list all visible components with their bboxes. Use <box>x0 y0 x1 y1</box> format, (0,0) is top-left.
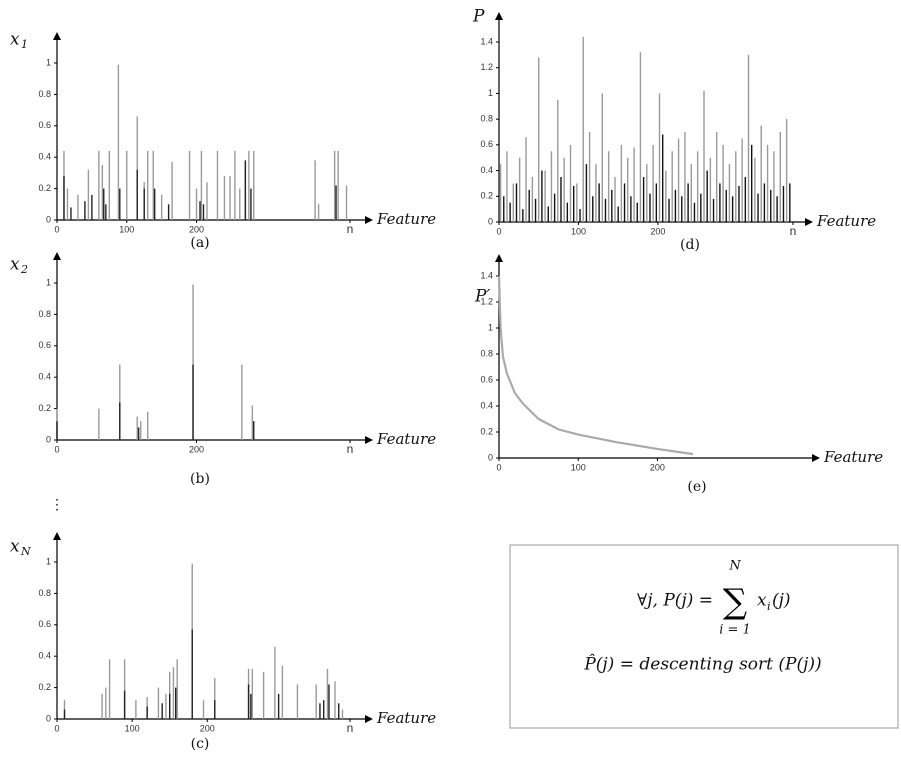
formula-upper: N <box>728 559 741 574</box>
x-tick-label: 200 <box>189 224 204 234</box>
y-axis-label-sub: 1 <box>21 38 28 51</box>
y-tick-label: 0.2 <box>38 403 51 413</box>
y-tick-label: 1.4 <box>480 36 493 46</box>
formula-box <box>509 544 899 729</box>
ellipsis: ⋮ <box>50 497 64 513</box>
y-tick-label: 0.6 <box>480 374 493 384</box>
y-arrow <box>53 252 61 260</box>
y-arrow <box>53 32 61 40</box>
y-tick-label: 0.6 <box>38 619 51 629</box>
y-tick-label: 1 <box>46 57 51 67</box>
y-tick-label: 1 <box>488 322 493 332</box>
x-arrow <box>812 454 820 462</box>
y-axis-label: x <box>10 537 20 557</box>
y-axis-label-sub: N <box>20 545 31 558</box>
curve <box>497 275 694 456</box>
formula-sort: P̂(j) = descenting sort (P(j)) <box>583 654 821 674</box>
x-tick-label: 200 <box>200 723 215 733</box>
y-tick-label: 0.2 <box>38 682 51 692</box>
y-axis-label-sub: 2 <box>20 263 28 276</box>
y-tick-label: 0.4 <box>38 372 51 382</box>
y-tick-label: 0.4 <box>480 165 493 175</box>
formula-lower: i = 1 <box>719 623 751 638</box>
y-axis-label: x <box>10 255 20 275</box>
formula-sum: ∑ <box>723 582 747 622</box>
y-arrow <box>495 254 503 262</box>
x-arrow <box>805 218 813 226</box>
x-tick-label: 100 <box>119 224 134 234</box>
x-tick-label: n <box>790 224 797 238</box>
x-tick-label: 100 <box>571 462 586 472</box>
y-tick-label: 0 <box>46 713 51 723</box>
y-tick-label: 0.6 <box>38 340 51 350</box>
y-tick-label: 0.8 <box>480 348 493 358</box>
x-axis-label: Feature <box>376 430 436 448</box>
y-tick-label: 0.8 <box>480 114 493 124</box>
y-tick-label: 0.4 <box>38 651 51 661</box>
y-tick-label: 0.2 <box>38 183 51 193</box>
x-tick-label: 0 <box>496 226 501 236</box>
y-tick-label: 0.8 <box>38 309 51 319</box>
caption: (b) <box>190 471 210 487</box>
y-tick-label: 0.2 <box>480 426 493 436</box>
formula-term: x <box>757 591 767 611</box>
y-tick-label: 0.4 <box>480 400 493 410</box>
y-tick-label: 1 <box>488 88 493 98</box>
x-tick-label: n <box>347 442 354 456</box>
x-axis-label: Feature <box>823 448 883 466</box>
y-tick-label: 0.8 <box>38 588 51 598</box>
x-axis-label: Feature <box>376 709 436 727</box>
x-tick-label: 100 <box>571 226 586 236</box>
y-tick-label: 1.2 <box>480 296 493 306</box>
x-tick-label: 100 <box>125 723 140 733</box>
y-tick-label: 0.6 <box>480 139 493 149</box>
x-axis-label: Feature <box>376 210 436 228</box>
caption: (a) <box>190 235 209 251</box>
x-tick-label: n <box>347 222 354 236</box>
formula-lead: ∀j, P(j) = <box>637 591 713 611</box>
x-tick-label: 0 <box>54 224 59 234</box>
y-tick-label: 0 <box>488 452 493 462</box>
y-tick-label: 0.8 <box>38 89 51 99</box>
y-tick-label: 0 <box>46 434 51 444</box>
x-arrow <box>365 436 373 444</box>
y-arrow <box>495 12 503 20</box>
x-tick-label: 200 <box>189 444 204 454</box>
x-tick-label: 0 <box>496 462 501 472</box>
y-tick-label: 0.4 <box>38 152 51 162</box>
formula-term-rest: (j) <box>772 591 791 611</box>
y-tick-label: 0 <box>488 216 493 226</box>
x-arrow <box>365 216 373 224</box>
y-arrow <box>53 532 61 540</box>
y-axis-label: P′ <box>474 287 490 307</box>
caption: (c) <box>191 736 210 752</box>
y-tick-label: 1 <box>46 277 51 287</box>
x-tick-label: 200 <box>650 226 665 236</box>
x-tick-label: 0 <box>54 444 59 454</box>
x-tick-label: n <box>347 721 354 735</box>
y-tick-label: 0 <box>46 214 51 224</box>
x-tick-label: 200 <box>650 462 665 472</box>
formula-term-sub: i <box>767 600 771 613</box>
caption: (d) <box>680 237 700 253</box>
y-axis-label: x <box>10 30 20 50</box>
x-arrow <box>365 715 373 723</box>
caption: (e) <box>687 479 706 495</box>
y-tick-label: 0.6 <box>38 120 51 130</box>
y-axis-label: P <box>472 7 485 27</box>
x-tick-label: 0 <box>54 723 59 733</box>
y-tick-label: 1.4 <box>480 270 493 280</box>
y-tick-label: 1 <box>46 556 51 566</box>
y-tick-label: 0.2 <box>480 191 493 201</box>
y-tick-label: 1.2 <box>480 62 493 72</box>
x-axis-label: Feature <box>816 212 876 230</box>
